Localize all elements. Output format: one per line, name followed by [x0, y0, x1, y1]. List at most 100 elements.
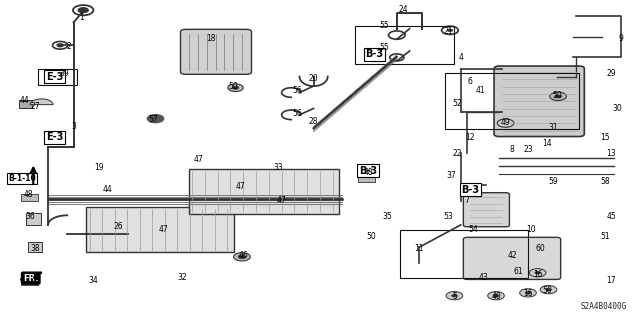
Text: FR.: FR. — [23, 274, 38, 283]
Bar — [28, 242, 42, 252]
Text: 30: 30 — [612, 104, 623, 113]
Text: 42: 42 — [507, 251, 517, 260]
Text: B-3: B-3 — [359, 166, 377, 176]
Text: 18: 18 — [207, 34, 216, 43]
Text: 60: 60 — [536, 244, 546, 253]
Text: 44: 44 — [19, 96, 29, 105]
FancyBboxPatch shape — [180, 29, 252, 74]
Circle shape — [525, 291, 531, 294]
Text: 7: 7 — [465, 197, 470, 205]
Bar — [400, 230, 528, 278]
Text: 53: 53 — [443, 212, 453, 221]
Text: 54: 54 — [468, 225, 479, 234]
Circle shape — [446, 292, 463, 300]
Text: 47: 47 — [193, 155, 204, 164]
Text: 39: 39 — [59, 69, 69, 78]
Bar — [26, 213, 41, 225]
Text: 46: 46 — [238, 251, 248, 260]
Text: 28: 28 — [309, 117, 318, 126]
Bar — [21, 194, 38, 201]
Circle shape — [520, 289, 536, 297]
Text: 21: 21 — [444, 27, 452, 36]
Circle shape — [550, 92, 566, 100]
Text: 58: 58 — [600, 177, 610, 186]
Bar — [445, 73, 579, 129]
Text: 41: 41 — [475, 86, 485, 95]
Text: 3: 3 — [71, 122, 76, 130]
Text: 24: 24 — [398, 5, 408, 14]
Text: 6: 6 — [468, 77, 473, 86]
Circle shape — [390, 54, 404, 61]
Circle shape — [388, 31, 405, 39]
Circle shape — [497, 119, 514, 127]
Text: 48: 48 — [30, 276, 40, 285]
Circle shape — [147, 115, 164, 123]
Text: 2: 2 — [67, 42, 72, 51]
Text: 50: 50 — [228, 82, 239, 91]
Text: 59: 59 — [548, 177, 559, 186]
Bar — [86, 207, 234, 252]
Text: 29: 29 — [606, 69, 616, 78]
Text: 14: 14 — [542, 139, 552, 148]
Text: 20: 20 — [308, 74, 319, 83]
Text: 44: 44 — [102, 185, 113, 194]
Text: 51: 51 — [600, 232, 610, 241]
Text: 57: 57 — [148, 115, 159, 124]
Text: 16: 16 — [532, 270, 543, 279]
Text: 49: 49 — [500, 118, 511, 127]
Circle shape — [228, 84, 243, 92]
Text: 31: 31 — [548, 123, 559, 132]
Text: 22: 22 — [453, 149, 462, 158]
Circle shape — [232, 86, 239, 89]
Text: 47: 47 — [158, 225, 168, 234]
Text: 48: 48 — [363, 168, 373, 177]
Text: 4: 4 — [458, 53, 463, 62]
Text: 47: 47 — [235, 182, 245, 191]
Text: 38: 38 — [30, 244, 40, 253]
Bar — [189, 169, 339, 214]
Bar — [38, 69, 77, 85]
Text: B-3: B-3 — [461, 185, 479, 195]
Text: 43: 43 — [478, 273, 488, 282]
Bar — [358, 175, 375, 182]
Text: E-3: E-3 — [45, 132, 63, 142]
Text: 17: 17 — [606, 276, 616, 285]
Text: 13: 13 — [606, 149, 616, 158]
Circle shape — [234, 253, 250, 261]
Circle shape — [442, 26, 458, 34]
Text: 37: 37 — [446, 171, 456, 180]
Circle shape — [238, 255, 246, 259]
Text: 56: 56 — [292, 109, 303, 118]
Text: 50: 50 — [552, 91, 562, 100]
Bar — [21, 278, 38, 285]
Text: 15: 15 — [600, 133, 610, 142]
Circle shape — [545, 288, 552, 291]
Text: 36: 36 — [26, 212, 36, 221]
Circle shape — [534, 271, 541, 274]
Text: 52: 52 — [452, 99, 463, 108]
Circle shape — [493, 294, 499, 297]
Text: 56: 56 — [292, 86, 303, 95]
Text: 27: 27 — [30, 102, 40, 111]
FancyBboxPatch shape — [463, 193, 509, 227]
Circle shape — [554, 94, 562, 98]
Circle shape — [78, 8, 88, 13]
Text: 34: 34 — [88, 276, 98, 285]
Text: 35: 35 — [382, 212, 392, 221]
Text: 48: 48 — [24, 190, 34, 199]
Circle shape — [451, 294, 458, 297]
FancyBboxPatch shape — [494, 66, 584, 137]
Text: 9: 9 — [618, 34, 623, 43]
Circle shape — [57, 44, 63, 47]
Text: 47: 47 — [276, 197, 287, 205]
Text: 33: 33 — [273, 163, 284, 172]
Text: 45: 45 — [606, 212, 616, 221]
Text: E-3: E-3 — [45, 71, 63, 82]
Wedge shape — [30, 99, 53, 105]
Text: B-3: B-3 — [365, 49, 383, 59]
Text: 8: 8 — [509, 145, 515, 154]
Bar — [19, 100, 32, 108]
Text: B-1-10: B-1-10 — [8, 174, 36, 183]
Text: 55: 55 — [379, 21, 389, 30]
Circle shape — [529, 269, 546, 277]
